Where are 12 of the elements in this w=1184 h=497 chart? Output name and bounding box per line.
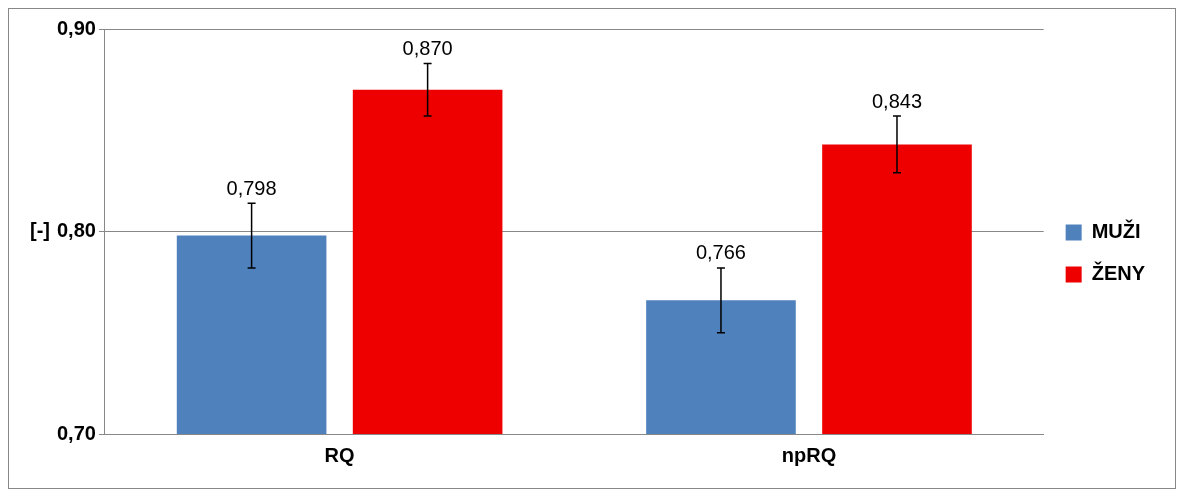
legend-label: MUŽI bbox=[1091, 219, 1141, 243]
data-label: 0,870 bbox=[402, 36, 453, 59]
data-label: 0,798 bbox=[226, 176, 277, 199]
x-tick-label: npRQ bbox=[781, 443, 837, 466]
data-label: 0,843 bbox=[871, 89, 923, 112]
y-tick-label: 0,80 bbox=[56, 219, 96, 242]
x-tick-label: RQ bbox=[324, 443, 355, 466]
data-label: 0,766 bbox=[695, 241, 746, 264]
y-tick-label: 0,90 bbox=[56, 16, 96, 39]
y-axis-title: [-] bbox=[30, 219, 50, 242]
legend-label: ŽENY bbox=[1091, 261, 1146, 285]
y-tick-label: 0,70 bbox=[56, 421, 96, 444]
